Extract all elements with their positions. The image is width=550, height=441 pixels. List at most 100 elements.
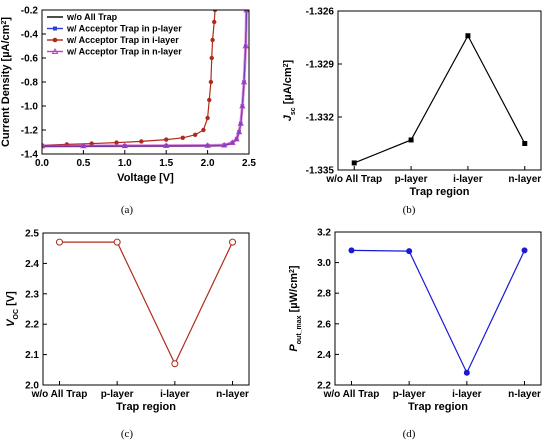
data-point <box>55 238 63 246</box>
y-tick-label: 2.4 <box>25 259 39 270</box>
series-line <box>42 10 216 146</box>
x-tick-label: 1.5 <box>159 158 173 169</box>
y-tick-label: -0.2 <box>21 6 39 17</box>
data-point <box>235 128 243 135</box>
x-tick-label: 1.0 <box>118 158 132 169</box>
y-tick-label: -1.326 <box>306 7 335 18</box>
data-point <box>351 160 357 166</box>
series-line <box>59 241 234 366</box>
x-tick-label: p-layer <box>101 389 134 400</box>
data-point <box>201 127 206 133</box>
x-axis-label: Trap region <box>410 186 470 198</box>
data-point <box>465 33 471 39</box>
data-point <box>139 139 144 144</box>
x-tick-label: p-layer <box>395 174 428 185</box>
y-tick-label: 2.5 <box>25 229 39 240</box>
x-axis-label: Trap region <box>408 401 468 413</box>
data-point <box>240 78 248 85</box>
data-point <box>212 10 218 13</box>
legend-marker <box>51 47 59 54</box>
legend-marker <box>53 26 57 31</box>
data-point <box>408 137 414 143</box>
data-point <box>192 132 198 137</box>
caption-d: (d) <box>403 428 416 440</box>
data-point <box>209 55 214 61</box>
x-tick-label: i-layer <box>453 174 483 185</box>
y-axis-label-part: ] <box>0 17 12 21</box>
data-point <box>522 141 528 146</box>
legend-label: w/o All Trap <box>66 12 118 22</box>
data-point <box>210 37 215 43</box>
data-point <box>212 19 217 25</box>
data-point <box>521 247 528 254</box>
y-tick-label: 3.0 <box>317 258 331 269</box>
caption-c: (c) <box>121 428 134 440</box>
legend-marker <box>52 37 58 43</box>
data-point <box>180 135 185 140</box>
plot-frame <box>42 232 250 386</box>
y-tick-label: 2.2 <box>25 320 39 331</box>
x-tick-label: w/o All Trap <box>323 389 380 400</box>
y-axis-label-part: [µW/cm <box>288 273 300 316</box>
data-point <box>171 360 179 368</box>
y-axis-label: Jsc [µA/cm2] <box>282 59 297 121</box>
y-axis-label-part: 2 <box>1 21 8 25</box>
y-tick-label: -0.4 <box>21 30 39 41</box>
y-tick-label: 2.1 <box>25 350 39 361</box>
y-tick-label: 2.0 <box>25 381 39 392</box>
data-point <box>237 120 244 126</box>
series-line <box>354 34 526 164</box>
data-point <box>204 142 211 148</box>
chart-c-voc: 2.0 2.1 2.2 2.3 2.4 2.5 w/o All Trap p-layer i-l… <box>5 229 250 413</box>
x-tick-label: 0.0 <box>35 158 49 169</box>
x-tick-label: w/o All Trap <box>325 174 382 185</box>
caption-b: (b) <box>403 204 416 216</box>
data-point <box>114 140 119 145</box>
y-tick-label: 2.6 <box>317 319 331 330</box>
data-point <box>208 79 214 85</box>
data-point <box>42 142 46 149</box>
series-3 <box>42 10 249 149</box>
data-point <box>229 238 237 246</box>
chart-d-pout: 2.2 2.4 2.6 2.8 3.0 3.2 w/o All Trap p-layer i-l… <box>288 228 542 413</box>
y-tick-label: 2.4 <box>317 350 331 361</box>
y-axis-label-part: [V] <box>5 291 17 309</box>
y-axis-label-part: [µA/cm <box>282 67 294 107</box>
y-axis-label-part: J <box>282 114 294 121</box>
data-point <box>243 10 249 13</box>
y-axis-label-part: Current Density [µA/cm <box>0 24 12 147</box>
y-axis-label: Pout_max [µW/cm2] <box>288 265 303 351</box>
data-point <box>207 97 212 103</box>
x-tick-label: 0.5 <box>76 158 90 169</box>
series-line <box>351 249 526 375</box>
data-point <box>242 42 249 49</box>
x-tick-label: n-layer <box>508 174 541 185</box>
legend-label: w/ Acceptor Trap in p-layer <box>66 24 182 34</box>
y-axis-label: Current Density [µA/cm2] <box>0 17 12 147</box>
y-tick-label: -1.332 <box>306 113 335 124</box>
y-tick-label: 2.8 <box>317 289 331 300</box>
data-point <box>121 142 128 149</box>
y-axis-label-part: ] <box>282 59 294 63</box>
y-axis-label-part: ] <box>288 265 300 269</box>
x-tick-label: 2.0 <box>201 158 215 169</box>
x-axis-label: Voltage [V] <box>117 172 174 184</box>
x-tick-label: 2.5 <box>242 158 256 169</box>
y-tick-label: 3.2 <box>317 228 331 239</box>
legend-label: w/ Acceptor Trap in i-layer <box>66 35 179 45</box>
data-point <box>406 248 413 255</box>
x-tick-label: i-layer <box>452 389 482 400</box>
data-point <box>229 139 236 145</box>
x-tick-label: p-layer <box>393 389 426 400</box>
data-point <box>205 115 210 121</box>
y-axis-label: VOC [V] <box>5 291 20 327</box>
plot-frame <box>337 10 542 171</box>
legend-label: w/ Acceptor Trap in n-layer <box>66 47 182 57</box>
chart-a-jv-curves: 0.0 0.5 1.0 1.5 2.0 2.5 -1.4 -1.2 -1.0 -0.8 -0.6 -0… <box>0 6 256 185</box>
data-point <box>80 142 87 149</box>
y-tick-label: -1.4 <box>21 150 39 161</box>
y-axis-label-part: P <box>288 344 300 352</box>
plot-frame <box>334 231 542 386</box>
y-axis-label-part: out_max <box>296 315 303 344</box>
